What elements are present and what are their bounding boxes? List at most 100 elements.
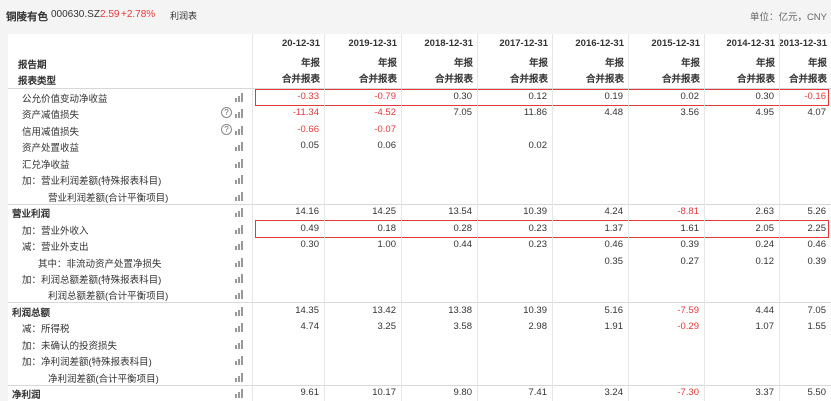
help-icon[interactable]: ?: [221, 107, 232, 119]
stock-price: 2.59: [100, 9, 120, 20]
row-label: 资产减值损失: [22, 110, 80, 122]
value-cell: -0.16: [804, 91, 826, 102]
chart-bars-icon[interactable]: [235, 158, 244, 168]
chart-bars-icon[interactable]: [235, 372, 244, 382]
value-cell: -11.34: [292, 107, 319, 119]
period-column-header[interactable]: 2015-12-31 年报 合并报表: [628, 34, 704, 88]
value-cell: 0.23: [528, 222, 548, 234]
period-type: 合并报表: [281, 74, 320, 85]
table-row[interactable]: 利润总额 14.35 13.42 13.38 10.39 5.16 -7.59 4.44 7.0…: [8, 303, 831, 319]
column-divider: [324, 34, 325, 401]
row-label: 资产处置收益: [22, 143, 80, 155]
value-cell: 0.23: [528, 239, 548, 251]
chart-bars-icon[interactable]: [235, 356, 244, 366]
chart-bars-icon[interactable]: [235, 175, 244, 185]
table-row[interactable]: 资产处置收益 0.05 0.06 0.02: [8, 138, 831, 154]
value-cell: 13.42: [372, 304, 396, 316]
value-cell: 4.95: [755, 107, 775, 119]
column-divider: [628, 34, 629, 401]
table-row[interactable]: 利润总额差额(合计平衡项目): [8, 286, 831, 302]
row-label: 加：净利润差额(特殊报表科目): [22, 357, 152, 369]
period-column-header[interactable]: 2017-12-31 年报 合并报表: [477, 34, 552, 88]
value-cell: 2.05: [755, 222, 775, 234]
period-column-header[interactable]: 2019-12-31 年报 合并报表: [324, 34, 401, 88]
stock-name[interactable]: 铜陵有色: [6, 11, 48, 23]
value-cell: 1.55: [807, 321, 827, 333]
value-cell: 1.91: [604, 321, 624, 333]
period-period: 年报: [300, 58, 320, 69]
table-row[interactable]: 汇兑净收益: [8, 155, 831, 171]
row-label: 加：利润总额差额(特殊报表科目): [22, 274, 162, 286]
period-column-header[interactable]: 2018-12-31 年报 合并报表: [401, 34, 477, 88]
period-date: 20-12-31: [281, 38, 320, 49]
value-cell: 4.74: [300, 321, 320, 333]
chart-bars-icon[interactable]: [235, 125, 244, 135]
period-period: 年报: [528, 58, 548, 69]
value-cell: 0.05: [300, 140, 320, 152]
table-row[interactable]: 其中：非流动资产处置净损失 0.35 0.27 0.12 0.39: [8, 254, 831, 270]
period-period: 年报: [377, 58, 397, 69]
table-row[interactable]: 净利润 9.61 10.17 9.80 7.41 3.24 -7.30 3.37 5.50: [8, 385, 831, 401]
row-label: 其中：非流动资产处置净损失: [38, 258, 162, 270]
value-cell: 2.98: [528, 321, 548, 333]
table-row[interactable]: 信用减值损失? -0.66 -0.07: [8, 122, 831, 138]
table-row[interactable]: 减：所得税 4.74 3.25 3.58 2.98 1.91 -0.29 1.07 1.55: [8, 319, 831, 335]
row-label: 加：营业利润差额(特殊报表科目): [22, 176, 162, 188]
value-cell: 0.12: [755, 255, 775, 267]
table-row[interactable]: 加：营业利润差额(特殊报表科目): [8, 171, 831, 187]
chart-bars-icon[interactable]: [235, 339, 244, 349]
unit-label: 单位：亿元，CNY: [749, 12, 827, 23]
value-cell: 2.25: [807, 222, 827, 234]
chart-bars-icon[interactable]: [235, 323, 244, 333]
table-row[interactable]: 营业利润 14.16 14.25 13.54 10.39 4.24 -8.81 2.63 5.2…: [8, 204, 831, 220]
value-cell: 0.30: [453, 91, 473, 102]
period-column-header[interactable]: 20-12-31 年报合并报表: [252, 34, 324, 88]
chart-bars-icon[interactable]: [235, 109, 244, 119]
value-cell: -0.79: [374, 91, 396, 102]
table-row[interactable]: 加：营业外收入 0.49 0.18 0.28 0.23 1.37 1.61 2.05 2.25: [8, 221, 831, 237]
table-row[interactable]: 公允价值变动净收益 -0.33 -0.79 0.30 0.12 0.19 0.02 0.30 -…: [8, 89, 831, 105]
value-cell: 4.44: [755, 304, 775, 316]
chart-bars-icon[interactable]: [235, 257, 244, 267]
help-icon[interactable]: ?: [221, 123, 232, 135]
value-cell: 0.39: [807, 255, 827, 267]
table-row[interactable]: 减：营业外支出 0.30 1.00 0.44 0.23 0.46 0.39 0.24 0.46: [8, 237, 831, 253]
chart-bars-icon[interactable]: [235, 93, 244, 102]
chart-bars-icon[interactable]: [235, 191, 244, 201]
table-row[interactable]: 资产减值损失? -11.34 -4.52 7.05 11.86 4.48 3.56 4.95 4…: [8, 105, 831, 121]
table-row[interactable]: 加：净利润差额(特殊报表科目): [8, 352, 831, 368]
table-row[interactable]: 加：未确认的投资损失: [8, 336, 831, 352]
value-cell: 4.48: [604, 107, 624, 119]
chart-bars-icon[interactable]: [235, 208, 244, 218]
value-cell: -8.81: [677, 206, 699, 218]
table-row[interactable]: 净利润差额(合计平衡项目): [8, 369, 831, 385]
column-divider: [252, 34, 253, 401]
period-column-header[interactable]: 2016-12-31 年报 合并报表: [552, 34, 628, 88]
value-cell: 0.28: [453, 222, 473, 234]
value-cell: 3.37: [755, 387, 775, 399]
row-label: 营业利润差额(合计平衡项目): [48, 192, 169, 204]
chart-bars-icon[interactable]: [235, 241, 244, 251]
chart-bars-icon[interactable]: [235, 273, 244, 283]
value-cell: 3.58: [453, 321, 473, 333]
chart-bars-icon[interactable]: [235, 290, 244, 300]
statement-tab-income[interactable]: 利润表: [170, 11, 198, 21]
row-label: 加：未确认的投资损失: [22, 340, 118, 352]
value-cell: 10.17: [372, 387, 396, 399]
section-divider: [8, 302, 831, 304]
period-period: 年报: [755, 58, 775, 69]
chart-bars-icon[interactable]: [235, 142, 244, 152]
chart-bars-icon[interactable]: [235, 389, 244, 399]
period-date: 2013-12-31: [778, 38, 827, 49]
value-cell: 14.16: [295, 206, 319, 218]
chart-bars-icon[interactable]: [235, 306, 244, 316]
column-divider: [704, 34, 705, 401]
row-label: 营业利润: [12, 209, 51, 221]
chart-bars-icon[interactable]: [235, 224, 244, 234]
table-row[interactable]: 加：利润总额差额(特殊报表科目): [8, 270, 831, 286]
period-column-header[interactable]: 2013-12-31 年报 合并报表: [778, 34, 831, 88]
table-row[interactable]: 营业利润差额(合计平衡项目): [8, 188, 831, 204]
column-divider: [552, 34, 553, 401]
value-cell: 4.07: [807, 107, 827, 119]
period-column-header[interactable]: 2014-12-31 年报 合并报表: [704, 34, 779, 88]
